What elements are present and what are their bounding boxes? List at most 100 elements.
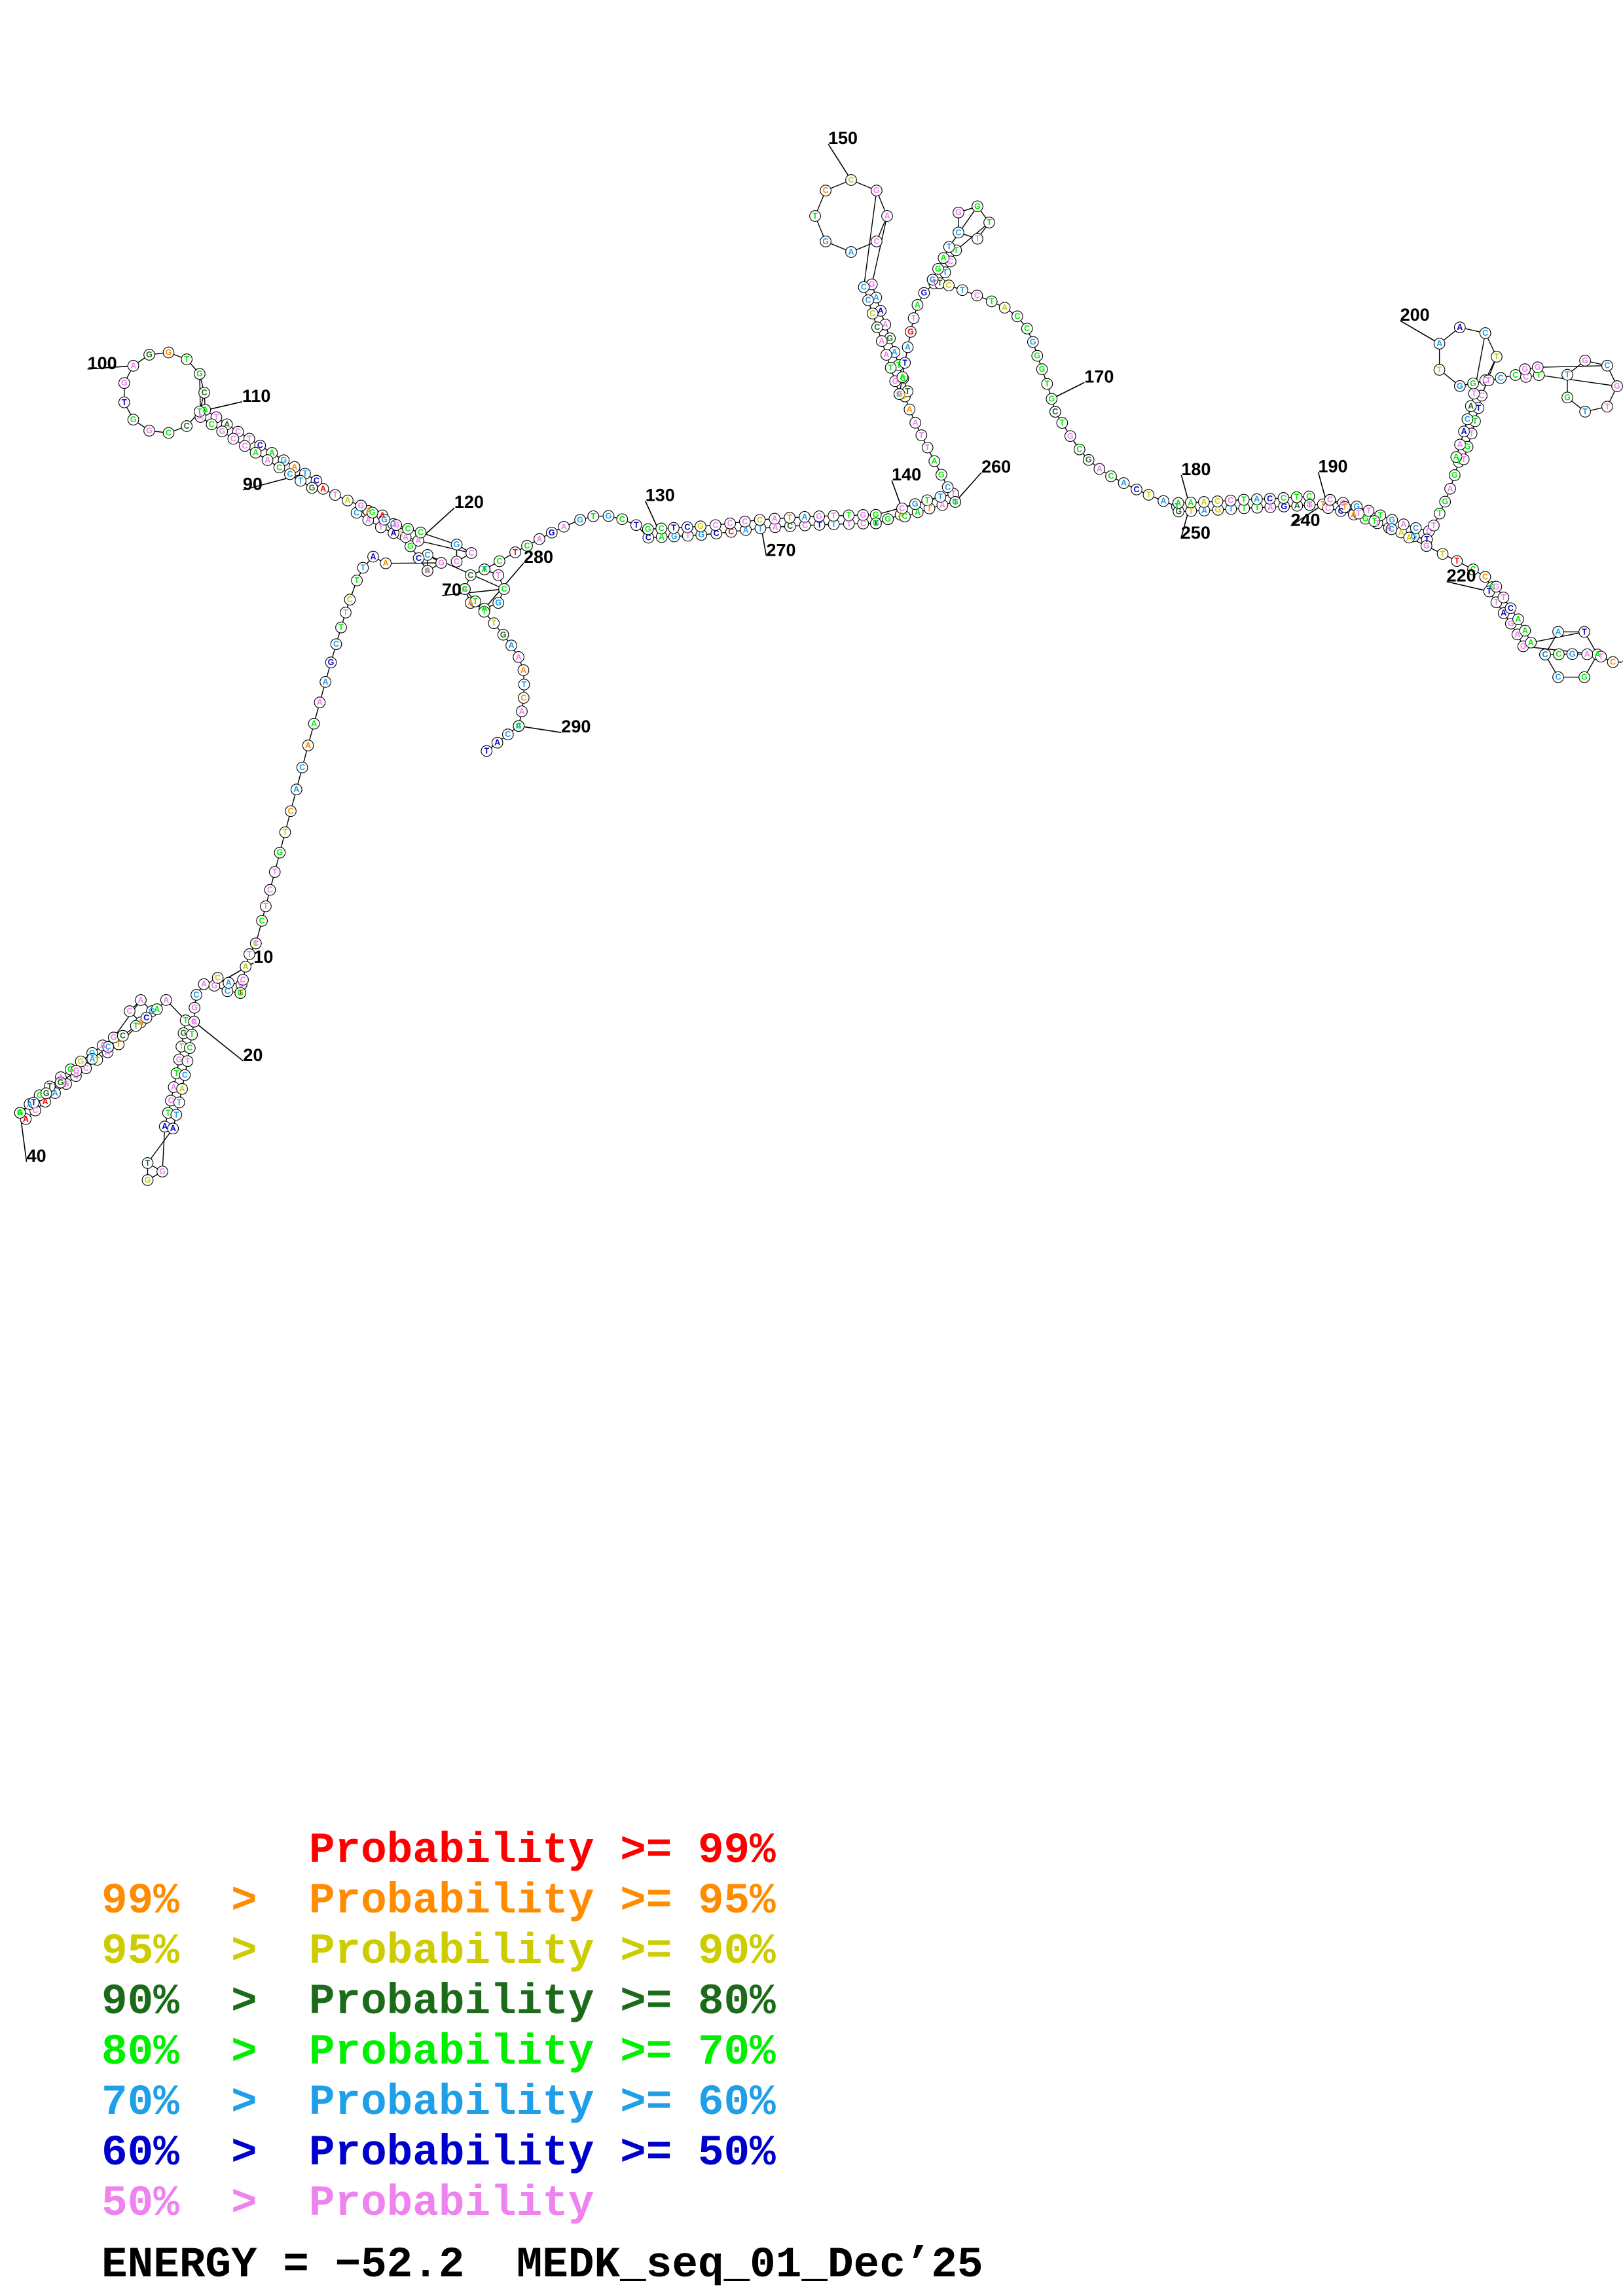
svg-text:T: T xyxy=(1501,593,1506,602)
svg-text:A: A xyxy=(878,306,884,315)
svg-text:G: G xyxy=(424,566,431,575)
svg-text:G: G xyxy=(328,658,335,667)
svg-text:T: T xyxy=(1060,418,1065,427)
svg-text:T: T xyxy=(145,1158,151,1168)
svg-text:C: C xyxy=(454,557,460,566)
svg-text:G: G xyxy=(130,415,137,424)
svg-text:G: G xyxy=(1564,393,1571,402)
svg-text:G: G xyxy=(166,348,172,357)
svg-text:C: C xyxy=(462,584,467,594)
svg-text:C: C xyxy=(728,528,734,537)
svg-text:C: C xyxy=(974,291,980,300)
svg-text:G: G xyxy=(955,208,962,217)
svg-text:G: G xyxy=(873,519,879,528)
svg-text:A: A xyxy=(1453,452,1459,461)
svg-text:A: A xyxy=(743,526,749,535)
svg-text:C: C xyxy=(187,1043,192,1052)
svg-text:A: A xyxy=(243,962,249,971)
svg-text:A: A xyxy=(323,677,329,687)
svg-text:A: A xyxy=(383,559,389,568)
svg-text:A: A xyxy=(884,211,890,221)
svg-text:C: C xyxy=(646,533,651,543)
svg-text:A: A xyxy=(90,1054,96,1064)
svg-text:T: T xyxy=(943,268,948,277)
svg-text:G: G xyxy=(495,598,501,607)
svg-text:T: T xyxy=(197,407,202,416)
svg-text:260: 260 xyxy=(981,457,1011,476)
svg-text:A: A xyxy=(253,448,259,457)
svg-text:C: C xyxy=(1479,391,1485,401)
svg-text:C: C xyxy=(1542,650,1548,659)
svg-text:T: T xyxy=(333,490,338,499)
svg-text:T: T xyxy=(354,576,359,585)
svg-text:A: A xyxy=(883,320,888,329)
svg-text:G: G xyxy=(1581,673,1588,682)
svg-text:C: C xyxy=(787,522,793,531)
svg-text:T: T xyxy=(987,218,992,227)
svg-text:G: G xyxy=(1085,456,1092,465)
svg-text:C: C xyxy=(225,986,230,996)
svg-text:T: T xyxy=(1487,587,1492,596)
svg-text:270: 270 xyxy=(767,540,796,560)
svg-text:C: C xyxy=(619,514,625,524)
svg-text:190: 190 xyxy=(1319,456,1348,476)
svg-text:T: T xyxy=(1146,490,1152,499)
svg-text:G: G xyxy=(438,558,445,567)
svg-text:T: T xyxy=(817,520,822,529)
svg-text:10: 10 xyxy=(253,947,273,967)
svg-text:G: G xyxy=(393,520,399,529)
svg-text:G: G xyxy=(1493,582,1500,591)
svg-text:A: A xyxy=(1501,609,1506,618)
svg-text:C: C xyxy=(659,524,665,533)
svg-text:140: 140 xyxy=(892,465,921,484)
svg-text:T: T xyxy=(31,1098,37,1107)
svg-text:A: A xyxy=(17,1108,23,1117)
svg-text:G: G xyxy=(930,275,936,284)
svg-text:G: G xyxy=(1362,514,1369,524)
svg-text:A: A xyxy=(42,1097,48,1106)
svg-text:G: G xyxy=(884,514,891,524)
svg-text:T: T xyxy=(888,363,894,372)
svg-text:T: T xyxy=(1472,389,1477,399)
svg-text:220: 220 xyxy=(1447,566,1476,586)
svg-text:A: A xyxy=(873,293,879,302)
svg-text:C: C xyxy=(201,388,207,397)
svg-text:C: C xyxy=(742,517,748,526)
svg-text:G: G xyxy=(78,1057,84,1066)
svg-text:G: G xyxy=(1048,394,1055,403)
svg-text:T: T xyxy=(484,746,489,755)
svg-text:T: T xyxy=(116,1040,121,1049)
svg-text:T: T xyxy=(1437,365,1442,374)
svg-text:C: C xyxy=(712,520,718,529)
svg-text:T: T xyxy=(812,211,818,221)
svg-text:G: G xyxy=(1508,619,1514,628)
svg-text:A: A xyxy=(1436,339,1442,348)
svg-text:G: G xyxy=(1442,497,1448,507)
svg-text:A: A xyxy=(900,372,905,382)
svg-text:T: T xyxy=(189,1030,194,1039)
svg-text:C: C xyxy=(1014,312,1020,321)
svg-text:G: G xyxy=(358,501,365,511)
svg-text:T: T xyxy=(1366,506,1372,515)
svg-text:G: G xyxy=(1034,351,1040,361)
svg-text:A: A xyxy=(1002,303,1008,312)
svg-text:C: C xyxy=(1327,495,1333,505)
svg-text:C: C xyxy=(416,554,422,563)
svg-text:T: T xyxy=(263,902,268,911)
svg-text:T: T xyxy=(179,1042,184,1051)
svg-text:T: T xyxy=(671,524,676,533)
svg-text:G: G xyxy=(577,515,583,524)
svg-text:C: C xyxy=(1610,658,1616,667)
svg-text:A: A xyxy=(1254,495,1260,504)
svg-text:A: A xyxy=(1468,401,1474,410)
svg-text:G: G xyxy=(1067,431,1074,440)
svg-text:G: G xyxy=(1457,382,1463,391)
svg-text:A: A xyxy=(772,514,778,524)
svg-text:G: G xyxy=(938,470,945,479)
svg-text:A: A xyxy=(883,350,889,359)
svg-text:C: C xyxy=(496,557,502,566)
svg-text:T: T xyxy=(847,511,852,520)
svg-text:A: A xyxy=(415,536,421,545)
svg-text:A: A xyxy=(391,528,397,537)
svg-text:G: G xyxy=(219,427,225,436)
